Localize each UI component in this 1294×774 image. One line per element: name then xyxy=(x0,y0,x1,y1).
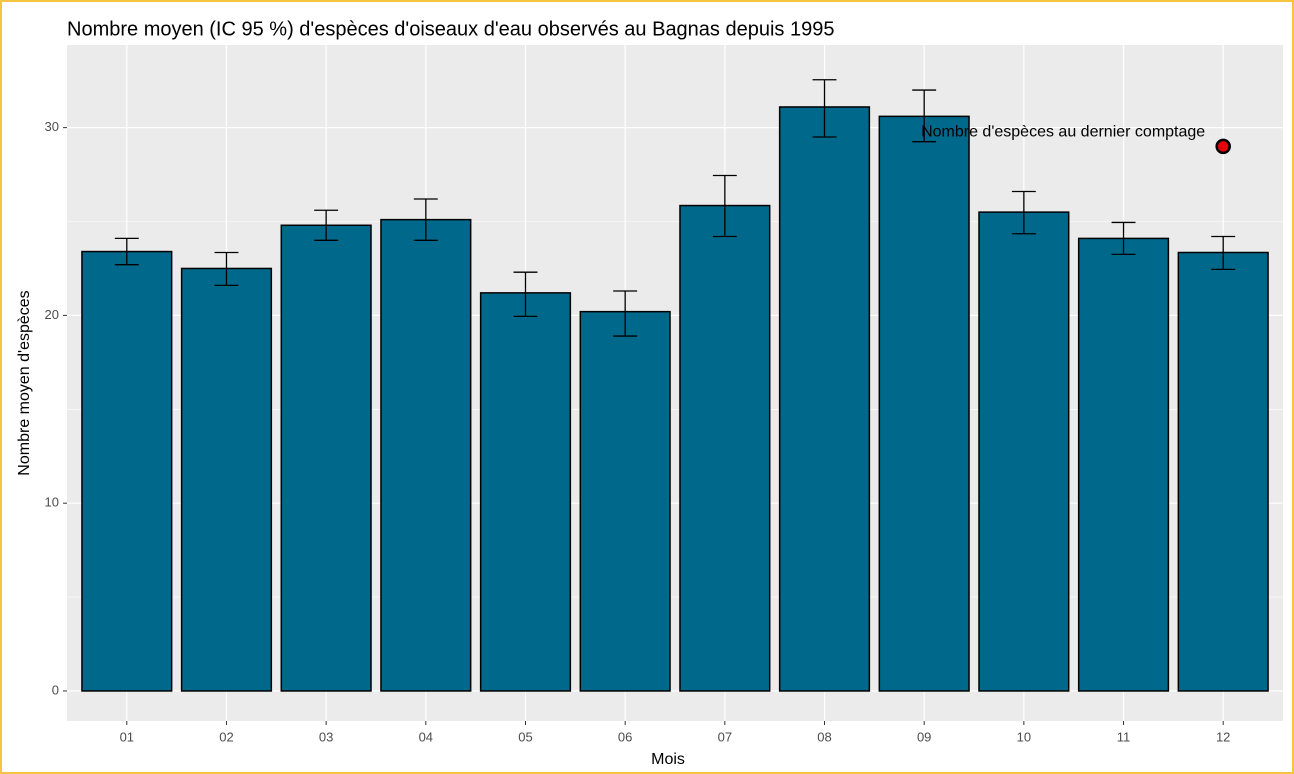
bar xyxy=(679,204,771,692)
x-tick-label: 05 xyxy=(518,729,532,744)
y-tick-label: 30 xyxy=(45,119,59,134)
bar xyxy=(978,211,1070,692)
bar xyxy=(180,267,273,692)
last-count-point xyxy=(1215,138,1231,155)
x-tick-label: 09 xyxy=(917,729,931,744)
point-annotation: Nombre d'espèces au dernier comptage xyxy=(921,124,1205,141)
bar xyxy=(1177,251,1269,692)
bar xyxy=(1077,237,1170,692)
bar xyxy=(579,310,671,692)
chart-title: Nombre moyen (IC 95 %) d'espèces d'oisea… xyxy=(67,18,834,40)
x-tick-label: 12 xyxy=(1216,729,1230,744)
x-tick-label: 01 xyxy=(120,729,134,744)
x-tick-label: 07 xyxy=(718,729,732,744)
y-tick-label: 0 xyxy=(52,682,59,697)
bar xyxy=(878,115,970,692)
x-tick-label: 04 xyxy=(419,729,433,744)
y-axis-label: Nombre moyen d'espèces xyxy=(16,290,33,475)
y-tick-label: 20 xyxy=(45,307,59,322)
bar xyxy=(81,250,173,692)
bar xyxy=(778,106,871,692)
x-axis-label: Mois xyxy=(651,751,685,768)
x-tick-label: 08 xyxy=(817,729,831,744)
x-tick-label: 02 xyxy=(219,729,233,744)
y-tick-label: 10 xyxy=(45,495,59,510)
x-tick-label: 11 xyxy=(1117,729,1131,744)
bar xyxy=(479,292,572,692)
x-tick-label: 10 xyxy=(1017,729,1031,744)
x-tick-label: 03 xyxy=(319,729,333,744)
bar xyxy=(280,224,372,692)
x-tick-label: 06 xyxy=(618,729,632,744)
bar xyxy=(380,218,472,692)
